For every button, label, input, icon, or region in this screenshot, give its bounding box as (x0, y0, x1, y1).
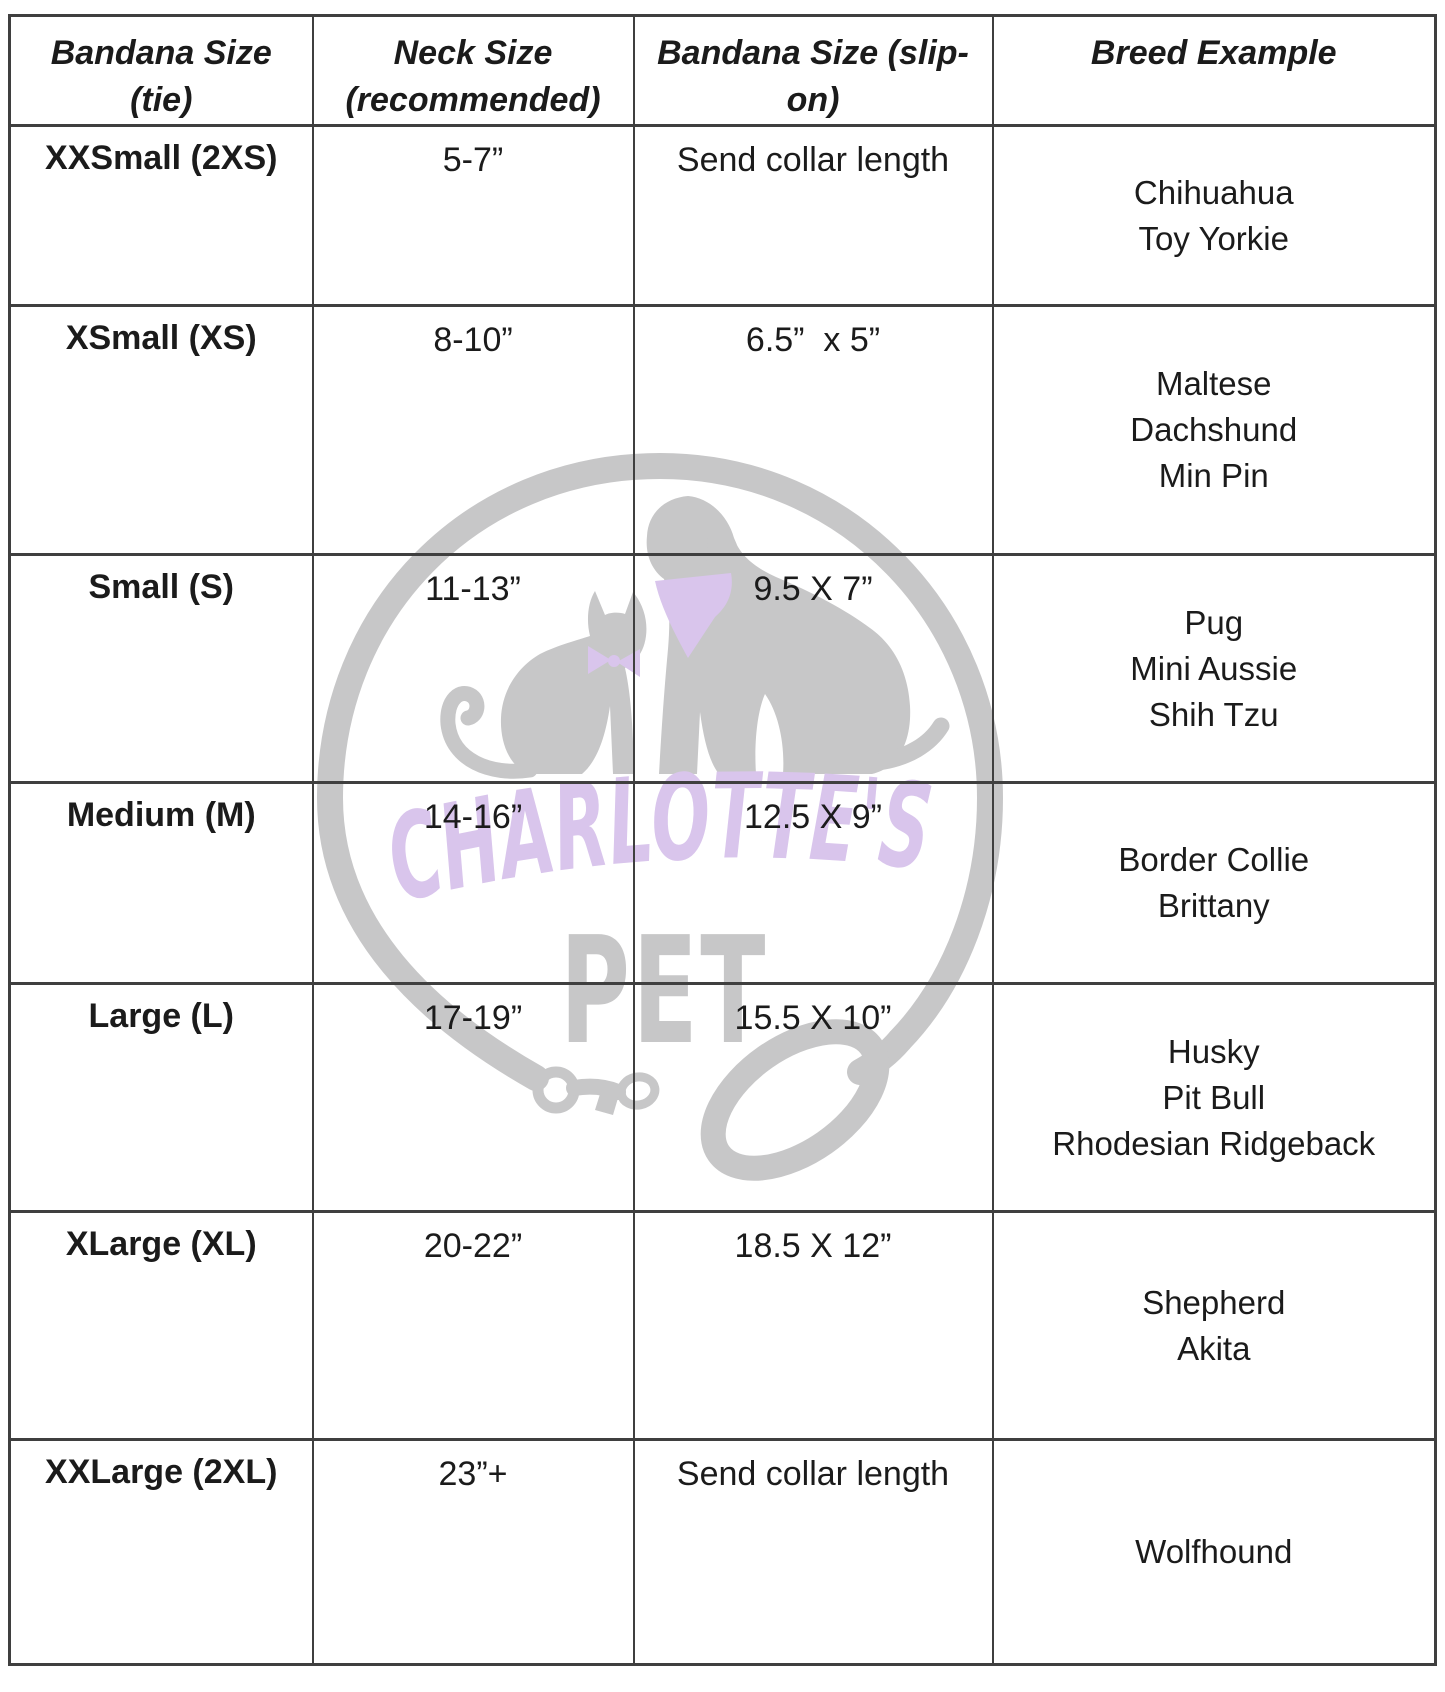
slipon-size: 12.5 X 9” (632, 781, 994, 985)
slipon-size: 15.5 X 10” (632, 982, 994, 1213)
slipon-size: 9.5 X 7” (632, 553, 994, 784)
slipon-size: 18.5 X 12” (632, 1210, 994, 1441)
header-row: Bandana Size (tie) Neck Size (recommende… (8, 14, 1437, 127)
table-row: XXLarge (2XL) 23”+ Send collar length Wo… (8, 1438, 1437, 1666)
neck-size: 20-22” (311, 1210, 635, 1441)
slipon-size: Send collar length (632, 1438, 994, 1666)
breed-example: Shepherd Akita (991, 1210, 1437, 1441)
size-label: XXSmall (2XS) (8, 124, 314, 307)
bandana-size-chart: Bandana Size (tie) Neck Size (recommende… (8, 14, 1437, 1666)
header-bandana-size-slipon: Bandana Size (slip- on) (632, 14, 994, 127)
size-label: Small (S) (8, 553, 314, 784)
size-label: XSmall (XS) (8, 304, 314, 556)
breed-example: Pug Mini Aussie Shih Tzu (991, 553, 1437, 784)
table-row: Medium (M) 14-16” 12.5 X 9” Border Colli… (8, 781, 1437, 985)
size-label: Large (L) (8, 982, 314, 1213)
neck-size: 23”+ (311, 1438, 635, 1666)
breed-example: Chihuahua Toy Yorkie (991, 124, 1437, 307)
size-label: XXLarge (2XL) (8, 1438, 314, 1666)
header-neck-size: Neck Size (recommended) (311, 14, 635, 127)
table-row: Small (S) 11-13” 9.5 X 7” Pug Mini Aussi… (8, 553, 1437, 784)
slipon-size: 6.5” x 5” (632, 304, 994, 556)
breed-example: Husky Pit Bull Rhodesian Ridgeback (991, 982, 1437, 1213)
neck-size: 17-19” (311, 982, 635, 1213)
neck-size: 8-10” (311, 304, 635, 556)
header-breed-example: Breed Example (991, 14, 1437, 127)
neck-size: 14-16” (311, 781, 635, 985)
slipon-size: Send collar length (632, 124, 994, 307)
table-row: XLarge (XL) 20-22” 18.5 X 12” Shepherd A… (8, 1210, 1437, 1441)
neck-size: 11-13” (311, 553, 635, 784)
breed-example: Wolfhound (991, 1438, 1437, 1666)
size-label: XLarge (XL) (8, 1210, 314, 1441)
neck-size: 5-7” (311, 124, 635, 307)
breed-example: Maltese Dachshund Min Pin (991, 304, 1437, 556)
header-bandana-size-tie: Bandana Size (tie) (8, 14, 314, 127)
table-row: XXSmall (2XS) 5-7” Send collar length Ch… (8, 124, 1437, 307)
table-row: XSmall (XS) 8-10” 6.5” x 5” Maltese Dach… (8, 304, 1437, 556)
size-label: Medium (M) (8, 781, 314, 985)
breed-example: Border Collie Brittany (991, 781, 1437, 985)
table-row: Large (L) 17-19” 15.5 X 10” Husky Pit Bu… (8, 982, 1437, 1213)
